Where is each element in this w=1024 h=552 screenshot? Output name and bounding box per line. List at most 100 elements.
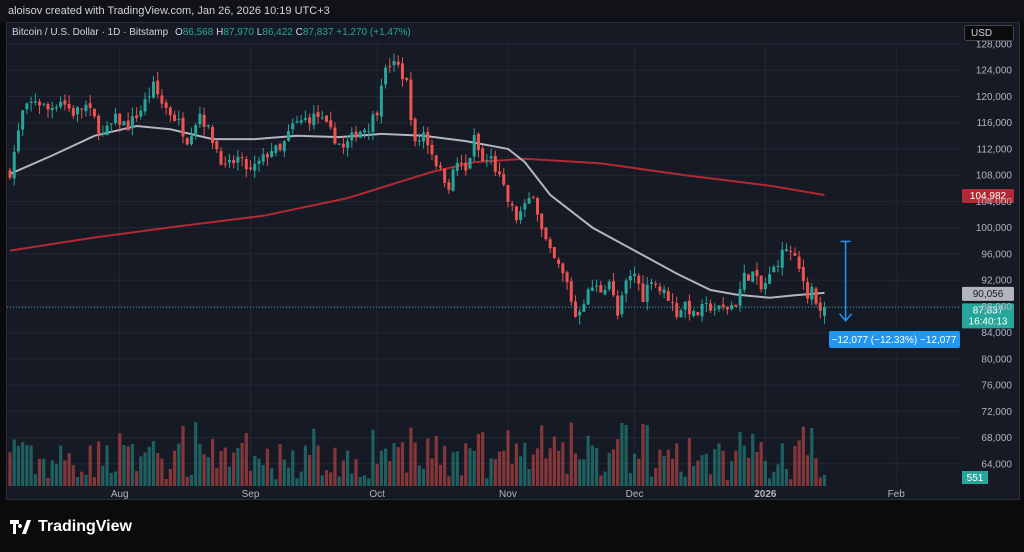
price-tick-label: 88,000	[981, 302, 1012, 313]
candle-body	[704, 303, 708, 305]
volume-tag-text: 551	[967, 473, 984, 484]
candle-body	[451, 169, 455, 191]
candle-body	[156, 80, 160, 95]
candle-body	[130, 116, 134, 129]
volume-bar	[548, 448, 552, 486]
volume-bar	[763, 460, 767, 486]
candle-body	[561, 263, 565, 274]
candle-body	[464, 162, 468, 171]
price-tick-label: 72,000	[981, 407, 1012, 418]
volume-bar	[337, 476, 341, 486]
candles	[8, 53, 826, 325]
measure-label-box	[829, 331, 960, 348]
volume-bar	[257, 458, 261, 486]
candle-body	[692, 310, 696, 316]
candle-body	[443, 168, 447, 183]
measure-arrow-icon	[838, 313, 853, 322]
candle-body	[371, 114, 375, 132]
volume-bar	[12, 439, 16, 486]
high-label: H	[216, 27, 224, 38]
volume-bar	[16, 445, 21, 486]
candle-body	[565, 272, 569, 282]
volume-bar	[219, 451, 223, 486]
open-label: O	[174, 27, 183, 38]
volume-bar	[641, 423, 645, 486]
volume-bar	[421, 468, 426, 486]
volume-bar	[265, 448, 270, 486]
volume-bar	[818, 477, 822, 486]
price-tick-label: 108,000	[976, 171, 1013, 182]
candle-body	[793, 252, 797, 256]
volume-bar	[71, 465, 75, 486]
candle-body	[392, 60, 396, 66]
volume-bar	[350, 473, 354, 486]
volume-bar	[438, 464, 443, 486]
candle-body	[814, 288, 818, 304]
candle-body	[747, 274, 750, 281]
candle-body	[780, 249, 784, 268]
volume-bar	[177, 443, 181, 486]
candle-body	[38, 101, 42, 106]
volume-bar	[481, 432, 485, 486]
candle-body	[628, 275, 632, 281]
candle-body	[257, 160, 261, 164]
volume-bar	[320, 475, 324, 486]
high-value: 87,970	[223, 27, 254, 38]
volume-bar	[717, 443, 721, 486]
volume-bar	[282, 459, 286, 486]
volume-bar	[443, 445, 447, 486]
candle-body	[687, 300, 691, 315]
sma50-line	[9, 124, 825, 299]
volume-bar	[396, 447, 400, 486]
currency-button[interactable]: USD	[964, 25, 1014, 41]
footer	[0, 500, 1024, 552]
volume-bar	[455, 451, 459, 486]
candle-body	[76, 107, 80, 115]
volume-bar	[417, 465, 421, 486]
candle-body	[126, 120, 130, 131]
volume-bar	[413, 442, 417, 486]
volume-bar	[88, 445, 92, 486]
volume-bar	[354, 459, 358, 486]
candle-body	[603, 289, 607, 295]
volume-bar	[274, 479, 278, 486]
volume-bar	[261, 464, 265, 486]
candle-body	[303, 118, 307, 120]
low-label: L	[256, 27, 263, 38]
low-value: 86,422	[262, 27, 293, 38]
volume-bar	[447, 476, 451, 486]
chart-panel[interactable]	[6, 22, 1020, 500]
candle-body	[312, 113, 316, 126]
candle-body	[375, 112, 379, 116]
price-tick-label: 76,000	[981, 381, 1012, 392]
volume-bar	[97, 441, 101, 486]
candle-body	[430, 144, 434, 155]
candle-body	[738, 289, 742, 306]
volume-bar	[270, 468, 274, 486]
candle-body	[59, 101, 63, 107]
sma200-price-tag-box	[962, 188, 1014, 203]
candle-body	[755, 269, 759, 277]
candle-body	[645, 284, 649, 302]
candle-body	[502, 173, 506, 185]
volume-bar	[822, 474, 827, 486]
candle-body	[122, 121, 126, 126]
candle-body	[147, 96, 151, 98]
volume-bar	[527, 469, 531, 486]
candle-body	[675, 303, 679, 317]
volume-bar	[139, 456, 143, 486]
close-label: C	[295, 27, 303, 38]
candle-body	[409, 79, 413, 121]
candle-body	[527, 198, 531, 204]
candle-body	[763, 283, 767, 290]
brand-name: TradingView	[38, 518, 132, 535]
candle-body	[249, 167, 253, 170]
volume-bar	[569, 422, 573, 486]
volume-bar	[25, 444, 29, 486]
volume-bar	[679, 471, 683, 486]
volume-bar	[210, 438, 215, 486]
volume-bar	[780, 443, 784, 486]
time-tick-label: Feb	[888, 489, 906, 500]
candle-body	[548, 239, 552, 249]
